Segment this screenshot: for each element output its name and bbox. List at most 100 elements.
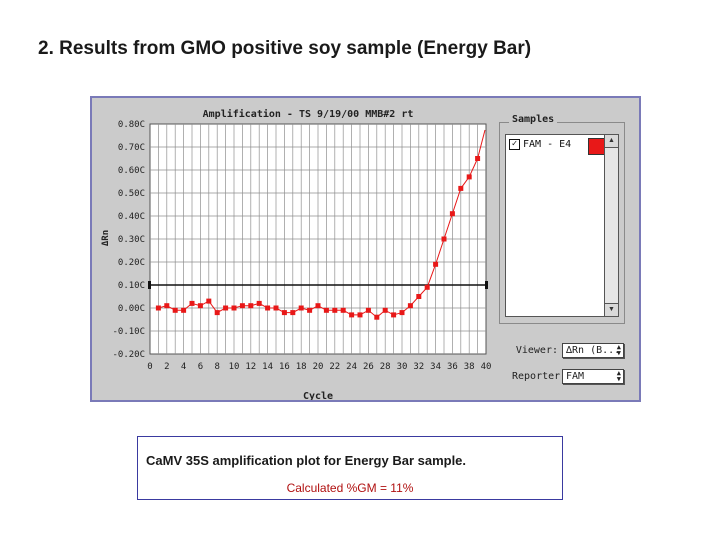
x-tick-label: 4 (181, 362, 186, 372)
sample-label: FAM - E4 (523, 139, 572, 150)
sample-checkbox[interactable]: ✓ (509, 139, 520, 150)
data-point (449, 211, 455, 217)
amplification-plot: Amplification - TS 9/19/00 MMB#2 rt 0.80… (101, 108, 491, 400)
grid-lines (150, 124, 486, 354)
data-point (214, 310, 220, 316)
x-tick-label: 0 (147, 362, 152, 372)
threshold-handle-right (485, 281, 488, 289)
data-point (315, 303, 321, 309)
data-point (298, 305, 304, 311)
y-tick-label: -0.10C (112, 327, 145, 337)
reporter-value: FAM (566, 371, 585, 382)
amplification-window: Amplification - TS 9/19/00 MMB#2 rt 0.80… (90, 96, 641, 402)
reporter-select[interactable]: FAM ▲ ▼ (562, 369, 624, 384)
x-tick-label: 16 (279, 362, 290, 372)
sample-color-swatch[interactable] (588, 138, 605, 155)
samples-scrollbar[interactable]: ▲ ▼ (604, 134, 619, 317)
slide-title: 2. Results from GMO positive soy sample … (38, 38, 532, 59)
caption-text: CaMV 35S amplification plot for Energy B… (146, 453, 467, 468)
y-tick-label: -0.20C (112, 350, 145, 360)
threshold-handle-left (148, 281, 151, 289)
samples-list[interactable]: ✓ FAM - E4 (505, 134, 605, 317)
x-axis-label: Cycle (303, 391, 333, 400)
x-tick-label: 18 (296, 362, 307, 372)
data-point (466, 174, 472, 180)
data-point (290, 310, 296, 316)
data-point (349, 312, 355, 318)
samples-group: Samples ✓ FAM - E4 ▲ ▼ (499, 114, 625, 324)
calculated-gm: Calculated %GM = 11% (286, 481, 414, 495)
data-point (374, 314, 380, 320)
select-arrows-icon: ▲ ▼ (616, 343, 621, 357)
caption-box: CaMV 35S amplification plot for Energy B… (137, 436, 563, 500)
x-tick-label: 24 (346, 362, 357, 372)
data-point (223, 305, 229, 311)
data-point (332, 307, 338, 313)
data-point (399, 310, 405, 316)
data-point (181, 307, 187, 313)
data-point (365, 307, 371, 313)
data-point (416, 294, 422, 299)
x-tick-label: 2 (164, 362, 169, 372)
data-point (281, 310, 287, 316)
reporter-control: Reporter: FAM ▲ ▼ (512, 369, 624, 384)
viewer-value: ∆Rn (B... (566, 345, 621, 356)
data-point (441, 236, 447, 242)
y-tick-labels: 0.80C 0.70C 0.60C 0.50C 0.40C 0.30C 0.20C 0.10C… (112, 120, 145, 360)
x-tick-label: 36 (447, 362, 458, 372)
data-point (239, 303, 245, 309)
x-tick-label: 6 (198, 362, 203, 372)
sample-item-fam-e4[interactable]: ✓ FAM - E4 (509, 139, 571, 150)
x-tick-label: 38 (464, 362, 475, 372)
y-tick-label: 0.50C (118, 189, 145, 199)
x-tick-label: 12 (245, 362, 256, 372)
series-line-continuation (477, 129, 486, 159)
data-point (307, 307, 313, 313)
data-point (231, 305, 237, 311)
viewer-control: Viewer: ∆Rn (B... ▲ ▼ (512, 343, 624, 358)
viewer-label: Viewer: (515, 345, 558, 356)
x-tick-label: 26 (363, 362, 374, 372)
data-point (323, 307, 329, 313)
samples-title: Samples (509, 114, 558, 125)
y-tick-label: 0.00C (118, 304, 145, 314)
data-point (458, 185, 464, 191)
threshold-line[interactable] (148, 281, 488, 289)
data-point (340, 307, 346, 313)
data-point (391, 312, 397, 318)
x-tick-label: 20 (313, 362, 324, 372)
y-tick-label: 0.70C (118, 143, 145, 153)
data-point (357, 312, 363, 318)
y-tick-label: 0.60C (118, 166, 145, 176)
chart-title: Amplification - TS 9/19/00 MMB#2 rt (203, 108, 414, 120)
data-point (433, 261, 439, 267)
data-point (155, 305, 161, 311)
data-point (265, 305, 271, 311)
data-point (382, 307, 388, 313)
x-tick-labels: 0 2 4 6 8 10 12 14 16 18 20 22 24 26 28 30 32 34 36 38 40 (147, 362, 491, 372)
x-tick-label: 22 (329, 362, 340, 372)
viewer-select[interactable]: ∆Rn (B... ▲ ▼ (562, 343, 624, 358)
x-tick-label: 32 (413, 362, 424, 372)
x-tick-label: 34 (430, 362, 441, 372)
data-point (424, 284, 430, 290)
scroll-down-arrow-icon[interactable]: ▼ (605, 303, 618, 316)
data-point (256, 300, 262, 306)
x-tick-label: 40 (481, 362, 492, 372)
x-tick-label: 10 (229, 362, 240, 372)
x-tick-label: 28 (380, 362, 391, 372)
y-tick-label: 0.10C (118, 281, 145, 291)
scroll-up-arrow-icon[interactable]: ▲ (605, 135, 618, 148)
data-point (164, 303, 170, 309)
y-tick-label: 0.40C (118, 212, 145, 222)
data-point (189, 300, 195, 306)
reporter-label: Reporter: (512, 371, 567, 382)
select-arrows-icon: ▲ ▼ (616, 369, 621, 383)
y-tick-label: 0.80C (118, 120, 145, 130)
data-point (248, 303, 254, 309)
x-tick-label: 8 (214, 362, 219, 372)
data-point (273, 305, 279, 311)
data-point (407, 303, 413, 309)
y-tick-label: 0.20C (118, 258, 145, 268)
y-axis-label: ΔRn (101, 230, 111, 246)
